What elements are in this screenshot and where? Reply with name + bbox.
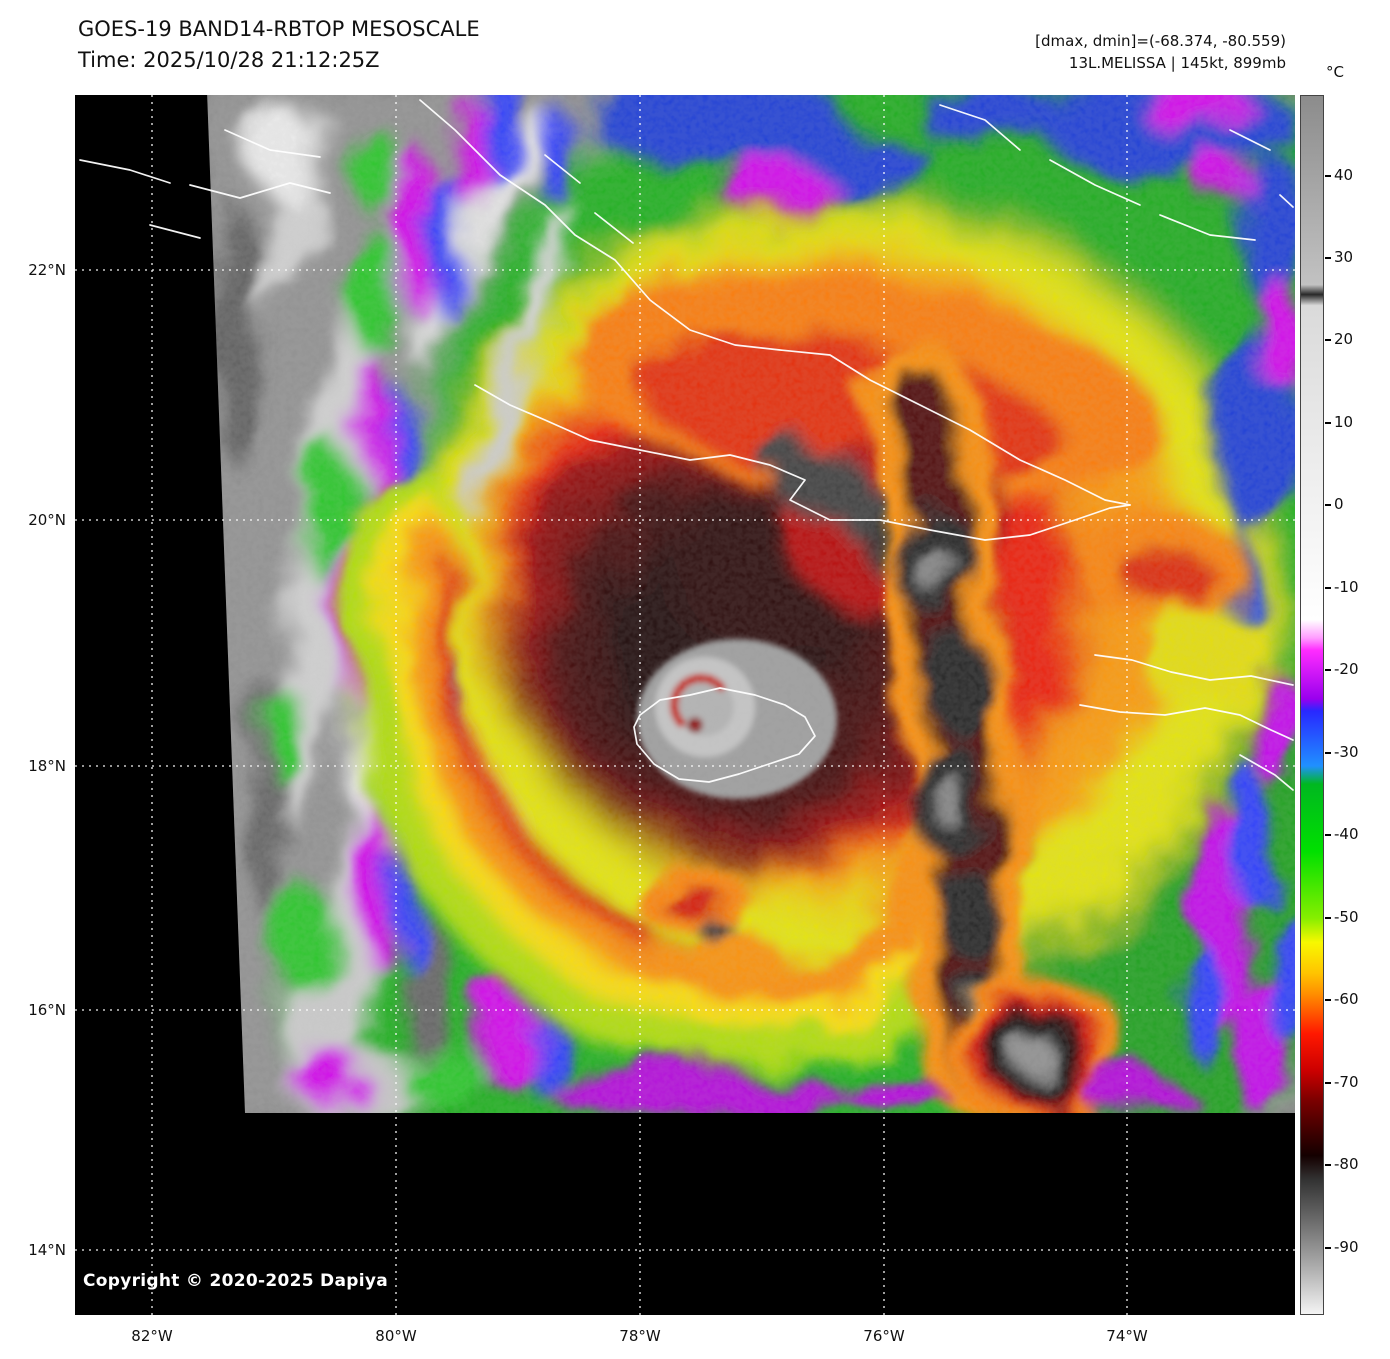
coastline-west-islands: [224, 129, 321, 158]
page-title: GOES-19 BAND14-RBTOP MESOSCALE: [78, 17, 480, 41]
satellite-image: [75, 95, 1295, 1315]
colorbar-tick-label: 30: [1334, 248, 1354, 266]
coastline-cuba-south: [474, 384, 1131, 541]
colorbar-tick-mark: [1325, 339, 1331, 341]
colorbar-unit-label: °C: [1326, 63, 1344, 81]
colorbar-tick-label: -50: [1334, 908, 1359, 926]
colorbar-tick-mark: [1325, 504, 1331, 506]
data-swath: [207, 95, 1295, 1113]
coastline-overlay: [79, 99, 1294, 791]
coastline-cuba-keys: [594, 212, 634, 244]
coastline-hispaniola: [1079, 704, 1294, 741]
colorbar-tick-label: -60: [1334, 990, 1359, 1008]
header-title-block: GOES-19 BAND14-RBTOP MESOSCALE Time: 202…: [78, 14, 480, 76]
colorbar-tick-mark: [1325, 1082, 1331, 1084]
colorbar-tick-label: -70: [1334, 1073, 1359, 1091]
colorbar-tick-label: 20: [1334, 330, 1354, 348]
colorbar-tick-mark: [1325, 917, 1331, 919]
lat-tick-label: 14°N: [28, 1241, 66, 1259]
coastline-bahamas: [1049, 159, 1141, 206]
coastline-hispaniola: [1094, 654, 1294, 686]
timestamp: Time: 2025/10/28 21:12:25Z: [78, 48, 380, 72]
colorbar-tick-mark: [1325, 422, 1331, 424]
grid-overlay: [75, 95, 1295, 1315]
coastline-bahamas: [1229, 129, 1271, 151]
colorbar-tick-mark: [1325, 834, 1331, 836]
colorbar-tick-label: -40: [1334, 825, 1359, 843]
lon-tick-label: 82°W: [131, 1327, 173, 1345]
header-info-block: [dmax, dmin]=(-68.374, -80.559) 13L.MELI…: [1035, 30, 1286, 74]
colorbar-tick-mark: [1325, 1164, 1331, 1166]
lat-tick-label: 16°N: [28, 1001, 66, 1019]
coastline-bahamas: [1279, 194, 1294, 208]
colorbar-tick-label: -30: [1334, 743, 1359, 761]
lon-tick-label: 74°W: [1106, 1327, 1148, 1345]
coastline-west-islands: [189, 182, 331, 199]
colorbar-tick-label: 40: [1334, 166, 1354, 184]
coastline-jamaica: [633, 687, 816, 783]
colorbar-tick-label: -10: [1334, 578, 1359, 596]
lat-tick-label: 18°N: [28, 757, 66, 775]
coastline-bahamas: [939, 104, 1021, 151]
coastline-west-islands: [149, 224, 201, 239]
colorbar-tick-label: 0: [1334, 495, 1344, 513]
colorbar-tick-label: -20: [1334, 660, 1359, 678]
coastline-hispaniola: [1239, 754, 1294, 791]
lat-tick-label: 20°N: [28, 511, 66, 529]
lon-tick-label: 76°W: [863, 1327, 905, 1345]
colorbar-tick-label: -90: [1334, 1238, 1359, 1256]
lat-tick-label: 22°N: [28, 261, 66, 279]
coastline-cuba-north: [419, 99, 1131, 506]
colorbar-tick-mark: [1325, 587, 1331, 589]
coastline-west-islands: [79, 159, 171, 184]
coastline-cuba-keys: [544, 154, 581, 184]
colorbar-tick-mark: [1325, 257, 1331, 259]
colorbar-tick-mark: [1325, 999, 1331, 1001]
lon-tick-label: 78°W: [619, 1327, 661, 1345]
colorbar-tick-mark: [1325, 752, 1331, 754]
colorbar-tick-mark: [1325, 1247, 1331, 1249]
copyright-watermark: Copyright © 2020-2025 Dapiya: [83, 1271, 388, 1291]
lon-tick-label: 80°W: [375, 1327, 417, 1345]
colorbar-tick-mark: [1325, 175, 1331, 177]
dmax-dmin-readout: [dmax, dmin]=(-68.374, -80.559): [1035, 32, 1286, 50]
satellite-map: Copyright © 2020-2025 Dapiya: [75, 95, 1295, 1315]
colorbar-tick-label: -80: [1334, 1155, 1359, 1173]
coastline-bahamas: [1159, 214, 1256, 241]
colorbar: [1300, 95, 1324, 1315]
colorbar-tick-label: 10: [1334, 413, 1354, 431]
colorbar-tick-mark: [1325, 669, 1331, 671]
storm-info: 13L.MELISSA | 145kt, 899mb: [1068, 54, 1286, 72]
